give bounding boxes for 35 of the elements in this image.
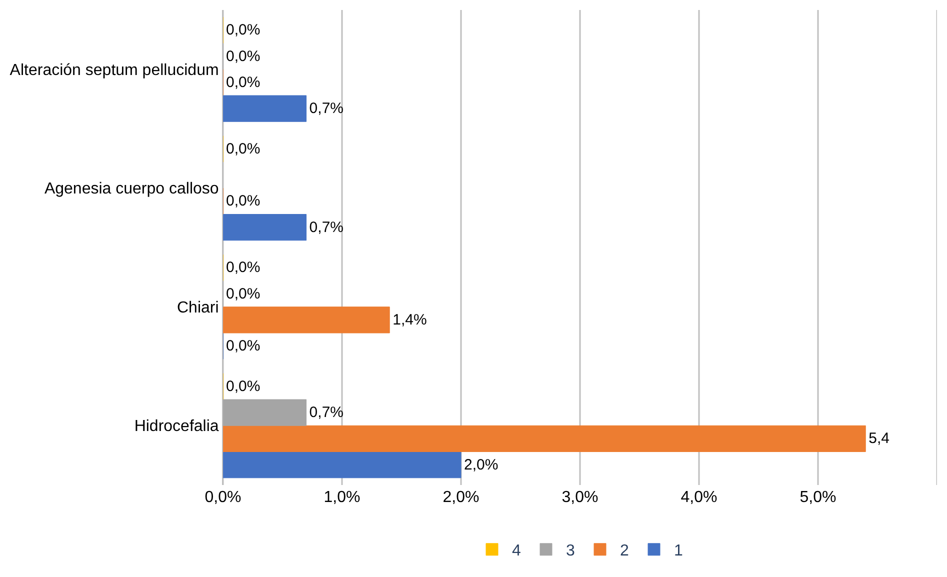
x-tick-label: 2,0% — [442, 489, 480, 506]
y-tick-label: Chiari — [177, 299, 219, 316]
data-label: 0,7% — [309, 100, 344, 118]
data-label: 0,7% — [309, 404, 344, 422]
x-tick-label: 1,0% — [324, 489, 360, 506]
data-label: 0,0% — [226, 259, 260, 276]
data-label: 2,0% — [464, 456, 498, 474]
data-label: 5,4 — [868, 430, 890, 448]
x-tick-label: 5,0% — [800, 489, 836, 506]
legend-label: 3 — [566, 542, 575, 560]
bar — [223, 95, 307, 122]
bar — [223, 425, 866, 452]
y-tick-label: Alteración septum pellucidum — [10, 62, 219, 79]
data-label: 0,0% — [226, 338, 260, 355]
bar — [223, 306, 390, 334]
bar — [223, 452, 462, 478]
x-tick-label: 0,0% — [204, 489, 242, 506]
legend-label: 4 — [512, 542, 521, 560]
legend-label: 1 — [674, 542, 683, 560]
data-label: 0,0% — [226, 192, 260, 210]
data-label: 0,0% — [226, 74, 260, 91]
y-tick-label: Hidrocefalia — [134, 418, 219, 436]
data-label: 0,0% — [226, 285, 260, 302]
x-tick-label: 3,0% — [562, 489, 598, 506]
data-label: 0,0% — [226, 140, 260, 158]
data-label: 0,0% — [226, 378, 260, 395]
bar — [223, 214, 307, 241]
data-label: 0,0% — [226, 48, 260, 65]
data-label: 0,7% — [309, 218, 344, 236]
x-tick-label: 4,0% — [680, 489, 718, 506]
bar — [223, 399, 307, 426]
data-label: 1,4% — [392, 311, 427, 328]
legend-label: 2 — [620, 542, 629, 560]
data-label: 0,0% — [226, 22, 260, 39]
y-tick-label: Agenesia cuerpo calloso — [44, 180, 219, 198]
